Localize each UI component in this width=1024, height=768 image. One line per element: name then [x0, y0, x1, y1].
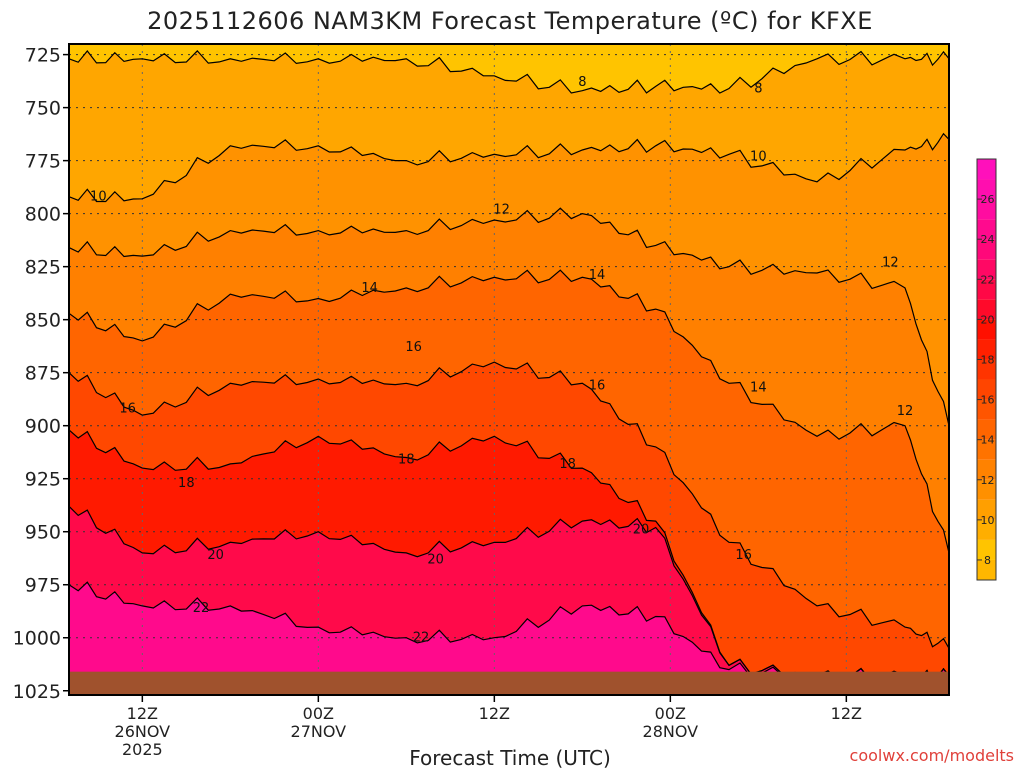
y-tick-label: 725	[25, 45, 61, 67]
credit-link[interactable]: coolwx.com/modelts	[850, 746, 1014, 765]
isotherm-label-14: 14	[750, 381, 767, 396]
isotherm-labels: 8 8 10 10 12 12 12 14 14 14 16 16 16 16 18 18 18 20 20 20 22…	[90, 75, 913, 646]
isotherm-label-12: 12	[882, 255, 899, 270]
colorbar-tick-label: 14	[981, 434, 995, 447]
colorbar-band	[977, 339, 996, 360]
isotherm-label-18: 18	[178, 476, 195, 491]
colorbar-tick-label: 8	[984, 554, 991, 567]
colorbar-frame	[976, 158, 997, 581]
x-tick-label: 12Z	[831, 704, 862, 723]
y-tick-label: 975	[25, 575, 61, 597]
isotherm-line-12	[68, 207, 950, 426]
isotherm-label-18: 18	[398, 453, 415, 468]
y-tick-label: 800	[25, 204, 61, 226]
y-tick-label: 1025	[13, 681, 61, 703]
colorbar-band	[977, 439, 996, 460]
isotherm-line-8	[68, 50, 950, 94]
y-tick-label: 925	[25, 469, 61, 491]
colorbar-band	[977, 519, 996, 540]
x-tick-label: 12Z	[479, 704, 510, 723]
y-tick-label: 850	[25, 310, 61, 332]
isotherm-label-10: 10	[90, 190, 107, 205]
x-tick-label: 12Z	[127, 704, 158, 723]
colorbar-band	[977, 179, 996, 200]
colorbar-tick-label: 12	[981, 474, 995, 487]
x-axis-label: Forecast Time (UTC)	[409, 746, 611, 768]
temperature-fill-bands	[69, 44, 949, 695]
colorbar-band	[977, 359, 996, 380]
x-tick-label: 00Z	[303, 704, 334, 723]
colorbar-band	[977, 459, 996, 480]
colorbar-tick-label: 18	[981, 353, 995, 366]
x-tick-label: 00Z	[655, 704, 686, 723]
colorbar-band	[977, 299, 996, 320]
plot-frame	[68, 43, 950, 696]
isotherm-label-14: 14	[589, 268, 606, 283]
y-tick-label: 775	[25, 151, 61, 173]
isotherm-label-14: 14	[361, 281, 378, 296]
isotherm-label-18: 18	[559, 457, 576, 472]
isotherm-label-12: 12	[493, 202, 510, 217]
isotherm-label-10: 10	[750, 149, 767, 164]
colorbar-band	[977, 159, 996, 180]
x-tick-date: 26NOV	[115, 722, 171, 741]
isotherm-label-16: 16	[119, 402, 136, 417]
colorbar-tick-label: 16	[981, 394, 995, 407]
colorbar-tick-label: 20	[981, 313, 995, 326]
isotherm-label-16: 16	[405, 340, 422, 355]
colorbar-band	[977, 239, 996, 260]
y-tick-label: 875	[25, 363, 61, 385]
ground-surface	[69, 671, 949, 695]
isotherm-label-20: 20	[207, 548, 224, 563]
isotherm-label-16: 16	[735, 548, 752, 563]
isotherm-line-14	[68, 269, 950, 554]
y-tick-label: 750	[25, 98, 61, 120]
colorbar-tick-label: 24	[981, 233, 995, 246]
x-tick-year: 2025	[122, 740, 163, 759]
colorbar-band	[977, 259, 996, 280]
colorbar-band	[977, 379, 996, 400]
x-tick-date: 27NOV	[291, 722, 347, 741]
isotherm-label-20: 20	[427, 552, 444, 567]
colorbar-band	[977, 399, 996, 420]
isotherm-label-20: 20	[633, 523, 650, 538]
y-tick-label: 825	[25, 257, 61, 279]
y-tick-label: 900	[25, 416, 61, 438]
y-tick-label: 1000	[13, 628, 61, 650]
y-axis: 725 750 775 800 825 850 875 900 925 950 975 1000 102…	[13, 45, 69, 703]
colorbar-tick-label: 10	[981, 514, 995, 527]
colorbar-band	[977, 479, 996, 500]
colorbar-band	[977, 539, 996, 560]
colorbar-band	[977, 199, 996, 220]
colorbar-tick-label: 26	[981, 193, 995, 206]
isotherm-label-22: 22	[413, 631, 430, 646]
isotherm-line-10	[68, 132, 950, 203]
colorbar-band	[977, 559, 996, 580]
isotherm-label-8: 8	[754, 82, 762, 97]
colorbar: 8 10 12 14 16 18 20 22 24 26	[976, 158, 997, 581]
x-tick-date: 28NOV	[643, 722, 699, 741]
isotherm-label-12: 12	[897, 404, 914, 419]
fill-band-above-22	[69, 582, 949, 695]
y-tick-label: 950	[25, 522, 61, 544]
colorbar-band	[977, 499, 996, 520]
colorbar-tick-label: 22	[981, 273, 995, 286]
chart-title: 2025112606 NAM3KM Forecast Temperature (…	[147, 7, 873, 35]
colorbar-band	[977, 219, 996, 240]
colorbar-band	[977, 279, 996, 300]
isotherm-label-22: 22	[193, 601, 210, 616]
colorbar-band	[977, 319, 996, 340]
isotherm-label-8: 8	[578, 75, 586, 90]
isotherm-label-16: 16	[589, 378, 606, 393]
isotherm-line-16	[68, 361, 950, 649]
colorbar-band	[977, 419, 996, 440]
